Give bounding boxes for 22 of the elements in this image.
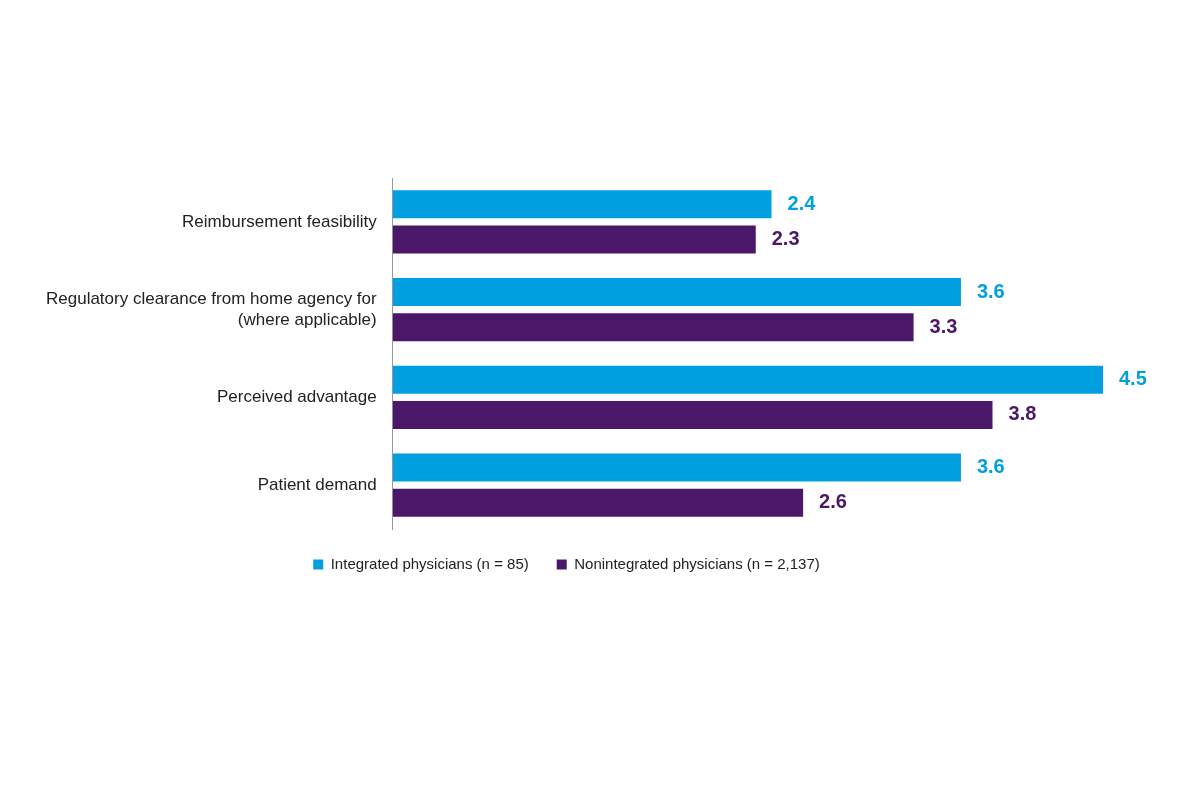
bar — [392, 313, 914, 342]
bar — [392, 365, 1103, 394]
bar — [392, 453, 961, 482]
legend-label: Integrated physicians (n = 85) — [330, 554, 529, 572]
y-tick-label: Patient demand — [257, 474, 377, 494]
data-label: 3.3 — [929, 314, 958, 337]
y-tick-label: Regulatory clearance from home agency for (where applicable) — [45, 289, 378, 329]
bar — [392, 400, 993, 429]
y-tick-label: Perceived advantage — [216, 387, 377, 407]
data-label: 3.6 — [976, 279, 1005, 302]
data-label: 2.6 — [819, 490, 847, 513]
bar — [392, 190, 772, 219]
bar — [392, 488, 804, 517]
bar — [392, 278, 961, 307]
bar — [392, 225, 756, 254]
data-label: 3.6 — [976, 455, 1005, 478]
y-tick-label: Reimbursement feasibility — [182, 211, 378, 231]
data-label: 2.4 — [787, 191, 817, 214]
data-label: 3.8 — [1008, 402, 1037, 425]
data-label: 4.5 — [1119, 367, 1147, 390]
data-label: 2.3 — [771, 226, 800, 249]
legend-label: Nonintegrated physicians (n = 2,137) — [574, 554, 820, 572]
